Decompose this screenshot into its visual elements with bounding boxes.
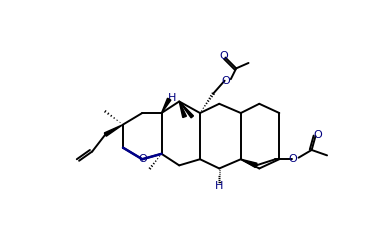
Text: H: H — [215, 181, 223, 191]
Text: H: H — [168, 93, 176, 103]
Polygon shape — [179, 101, 194, 118]
Polygon shape — [104, 125, 123, 136]
Polygon shape — [179, 101, 187, 118]
Polygon shape — [161, 98, 171, 113]
Text: O: O — [221, 76, 230, 86]
Text: O: O — [219, 51, 228, 61]
Polygon shape — [241, 159, 257, 168]
Text: O: O — [138, 154, 147, 164]
Text: O: O — [314, 130, 322, 139]
Text: O: O — [288, 154, 297, 164]
